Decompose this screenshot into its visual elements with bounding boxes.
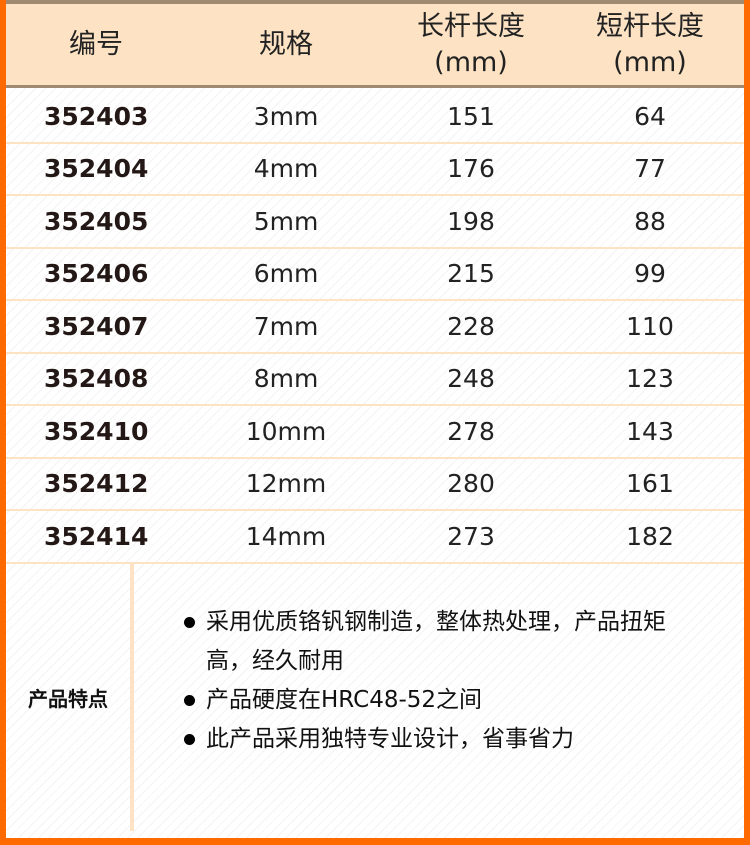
cell-short-arm: 77: [634, 154, 666, 184]
cell-short-arm: 182: [626, 521, 674, 551]
feature-item: 产品硬度在HRC48-52之间: [184, 681, 704, 720]
header-size: 规格: [259, 28, 313, 60]
table-row: 352403 3mm 151 64: [6, 91, 744, 144]
top-rule: [6, 0, 744, 4]
cell-size: 14mm: [245, 521, 327, 551]
table-row: 352404 4mm 176 77: [6, 144, 744, 196]
cell-long-arm: 151: [447, 101, 495, 131]
feature-item: 此产品采用独特专业设计，省事省力: [184, 720, 704, 759]
cell-size: 7mm: [253, 311, 319, 341]
cell-long-arm: 248: [447, 364, 495, 394]
table-row: 352410 10mm 278 143: [6, 406, 744, 459]
cell-code: 352414: [44, 521, 149, 551]
cell-long-arm: 176: [447, 154, 495, 184]
cell-short-arm: 123: [626, 364, 674, 394]
cell-code: 352406: [44, 259, 149, 289]
cell-long-arm: 278: [447, 416, 495, 446]
features-section: 产品特点 采用优质铬钒钢制造，整体热处理，产品扭矩高，经久耐用 产品硬度在HRC…: [6, 563, 744, 831]
cell-code: 352404: [44, 154, 149, 184]
cell-long-arm: 198: [447, 206, 495, 236]
cell-size: 4mm: [253, 154, 319, 184]
features-list: 采用优质铬钒钢制造，整体热处理，产品扭矩高，经久耐用 产品硬度在HRC48-52…: [134, 563, 704, 831]
table-row: 352407 7mm 228 110: [6, 301, 744, 354]
cell-size: 5mm: [253, 206, 319, 236]
cell-short-arm: 88: [634, 206, 666, 236]
cell-short-arm: 161: [626, 469, 674, 499]
cell-short-arm: 64: [634, 101, 666, 131]
cell-long-arm: 228: [447, 311, 495, 341]
table-row: 352414 14mm 273 182: [6, 511, 744, 564]
cell-long-arm: 215: [447, 259, 495, 289]
cell-short-arm: 99: [634, 259, 666, 289]
cell-size: 10mm: [245, 416, 327, 446]
cell-code: 352412: [44, 469, 149, 499]
cell-long-arm: 280: [447, 469, 495, 499]
cell-size: 12mm: [245, 469, 327, 499]
features-label: 产品特点: [6, 563, 134, 831]
cell-code: 352407: [44, 311, 149, 341]
header-code: 编号: [69, 28, 123, 60]
cell-code: 352408: [44, 364, 149, 394]
cell-short-arm: 143: [626, 416, 674, 446]
cell-code: 352405: [44, 206, 149, 236]
table-row: 352408 8mm 248 123: [6, 354, 744, 406]
cell-long-arm: 273: [447, 521, 495, 551]
header-short-arm: 短杆长度 (mm): [596, 10, 704, 78]
table-header: 编号 规格 长杆长度 (mm) 短杆长度 (mm): [6, 4, 744, 88]
table-row: 352406 6mm 215 99: [6, 249, 744, 301]
cell-code: 352410: [44, 416, 149, 446]
feature-item: 采用优质铬钒钢制造，整体热处理，产品扭矩高，经久耐用: [184, 603, 704, 681]
cell-size: 6mm: [253, 259, 319, 289]
cell-size: 8mm: [253, 364, 319, 394]
cell-short-arm: 110: [626, 311, 674, 341]
cell-size: 3mm: [253, 101, 319, 131]
header-long-arm: 长杆长度 (mm): [417, 10, 525, 78]
table-row: 352405 5mm 198 88: [6, 196, 744, 249]
table-row: 352412 12mm 280 161: [6, 459, 744, 511]
cell-code: 352403: [44, 101, 149, 131]
table-body: 352403 3mm 151 64 352404 4mm 176 77 352405 5mm 198…: [6, 91, 744, 564]
